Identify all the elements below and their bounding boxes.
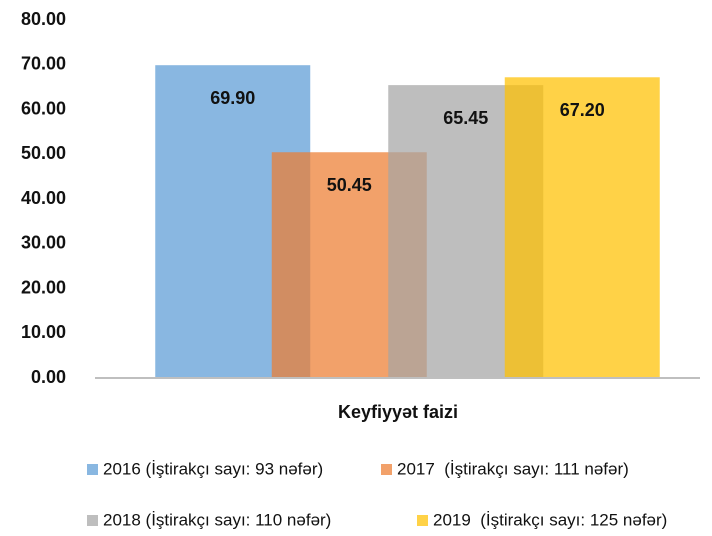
legend-swatch: [87, 515, 98, 526]
data-label: 69.90: [210, 88, 255, 108]
y-tick-label: 40.00: [21, 188, 66, 208]
legend-swatch: [381, 464, 392, 475]
legend-swatch: [417, 515, 428, 526]
data-label: 65.45: [443, 108, 488, 128]
legend-swatch: [87, 464, 98, 475]
y-tick-label: 10.00: [21, 322, 66, 342]
x-axis-label: Keyfiyyət faizi: [338, 402, 458, 422]
data-label: 67.20: [560, 100, 605, 120]
y-tick-label: 0.00: [31, 367, 66, 387]
y-tick-label: 80.00: [21, 9, 66, 29]
y-tick-label: 20.00: [21, 277, 66, 297]
y-tick-label: 60.00: [21, 98, 66, 118]
y-tick-label: 50.00: [21, 143, 66, 163]
legend-label: 2019 (İştirakçı sayı: 125 nəfər): [433, 510, 667, 529]
y-tick-label: 70.00: [21, 54, 66, 74]
bar: [504, 77, 660, 378]
y-tick-label: 30.00: [21, 233, 66, 253]
legend-label: 2018 (İştirakçı sayı: 110 nəfər): [103, 510, 331, 529]
legend-label: 2017 (İştirakçı sayı: 111 nəfər): [397, 459, 629, 478]
data-label: 50.45: [327, 175, 372, 195]
legend-label: 2016 (İştirakçı sayı: 93 nəfər): [103, 459, 323, 478]
